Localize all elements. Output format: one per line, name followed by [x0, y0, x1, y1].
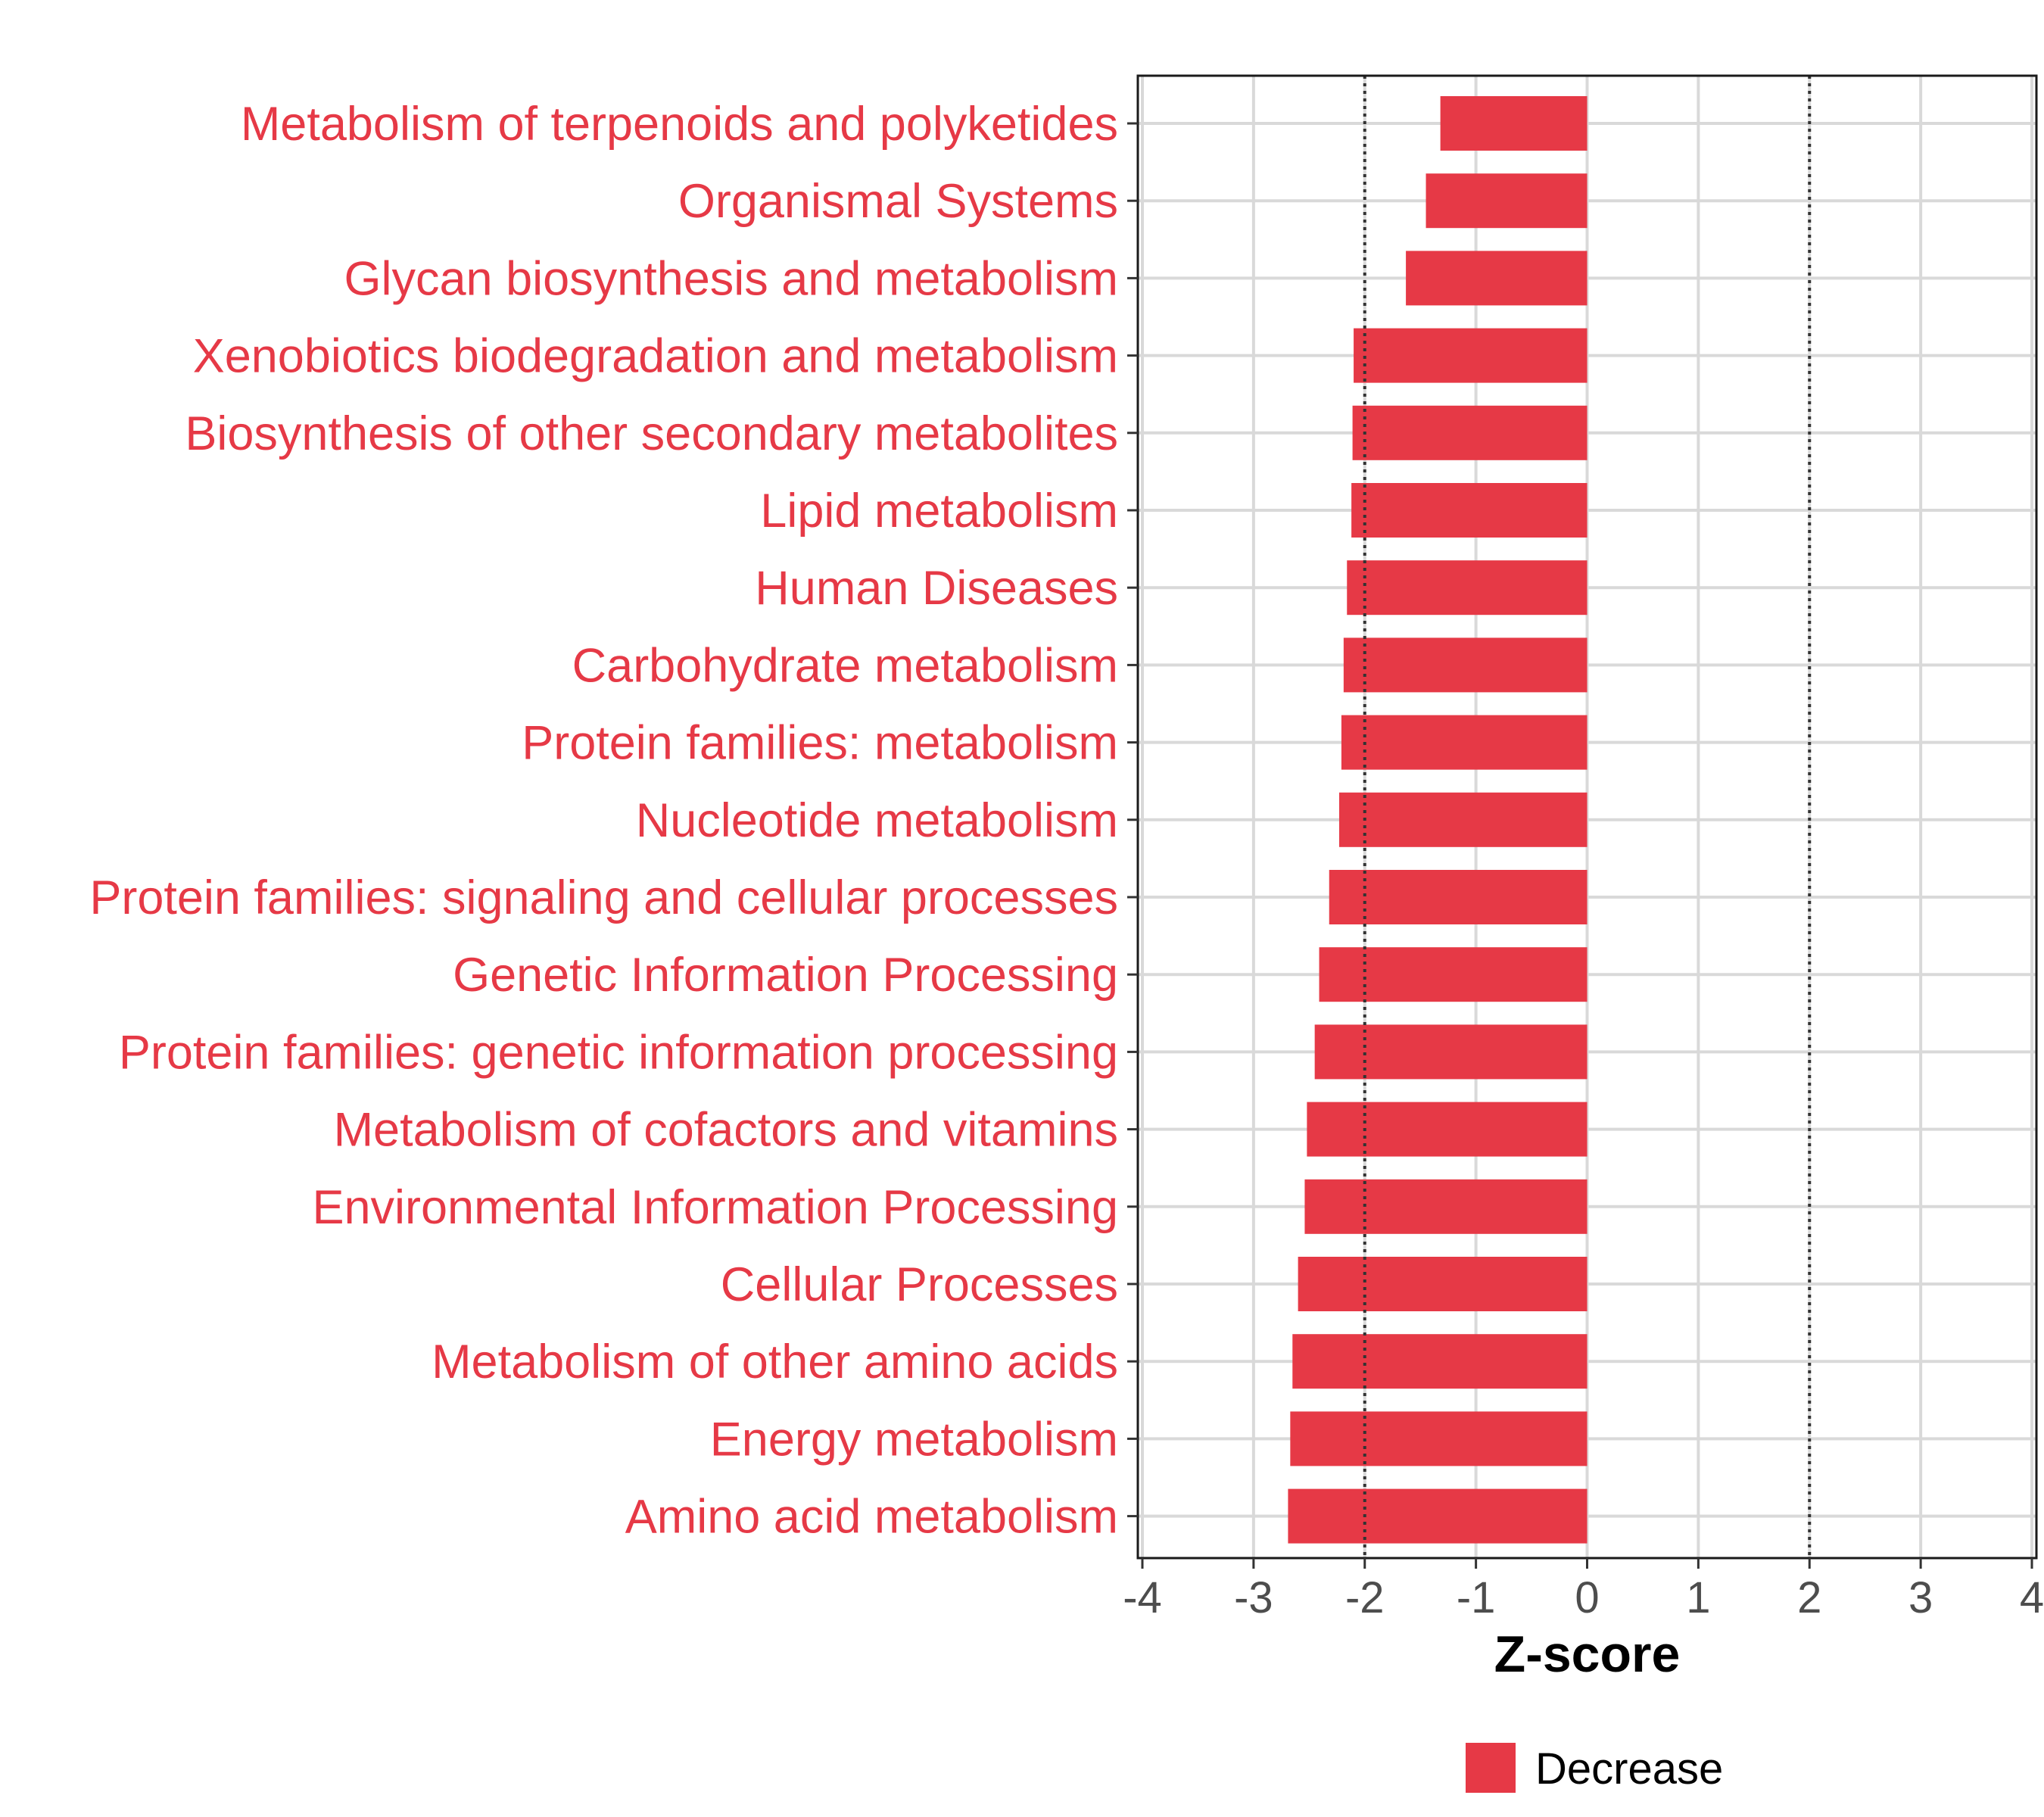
bar [1352, 405, 1588, 460]
bar [1440, 96, 1588, 151]
x-tick-label: 1 [1686, 1573, 1710, 1622]
x-tick-label: -1 [1457, 1573, 1496, 1622]
category-label: Protein families: genetic information pr… [119, 1026, 1118, 1079]
legend-label-decrease: Decrease [1535, 1744, 1723, 1794]
category-label: Carbohydrate metabolism [572, 639, 1118, 692]
y-axis-ticks: Metabolism of terpenoids and polyketides… [89, 98, 1138, 1544]
category-label: Metabolism of cofactors and vitamins [334, 1104, 1118, 1157]
category-label: Genetic Information Processing [453, 949, 1118, 1002]
category-label: Metabolism of other amino acids [432, 1335, 1118, 1388]
bar [1290, 1411, 1588, 1466]
category-label: Protein families: signaling and cellular… [89, 871, 1118, 924]
legend-key-decrease [1466, 1743, 1516, 1793]
x-tick-label: 2 [1797, 1573, 1821, 1622]
threshold-lines [1363, 76, 1812, 1558]
category-label: Xenobiotics biodegradation and metabolis… [193, 330, 1118, 383]
category-label: Lipid metabolism [760, 485, 1118, 538]
x-tick-label: -2 [1345, 1573, 1385, 1622]
bar [1319, 947, 1588, 1002]
category-label: Environmental Information Processing [312, 1181, 1118, 1234]
category-label: Cellular Processes [721, 1258, 1118, 1311]
category-label: Glycan biosynthesis and metabolism [344, 252, 1119, 305]
category-label: Organismal Systems [678, 175, 1118, 228]
bar [1292, 1334, 1588, 1389]
x-tick-label: -3 [1234, 1573, 1273, 1622]
x-axis-title: Z-score [1494, 1625, 1681, 1683]
bar [1314, 1024, 1588, 1080]
x-tick-label: 0 [1575, 1573, 1599, 1622]
bar [1329, 870, 1588, 924]
bar [1351, 483, 1588, 538]
bar [1288, 1488, 1588, 1544]
category-label: Nucleotide metabolism [636, 794, 1118, 847]
bar [1354, 328, 1588, 383]
category-label: Biosynthesis of other secondary metaboli… [185, 407, 1118, 460]
x-tick-label: -4 [1123, 1573, 1162, 1622]
category-label: Amino acid metabolism [625, 1491, 1118, 1544]
category-label: Protein families: metabolism [522, 717, 1118, 770]
bar [1341, 715, 1588, 770]
bar [1347, 560, 1588, 616]
category-label: Metabolism of terpenoids and polyketides [241, 98, 1118, 151]
bar [1338, 792, 1588, 847]
bars [1288, 96, 1588, 1544]
bar [1406, 251, 1588, 306]
bar [1304, 1179, 1588, 1234]
bar [1343, 637, 1588, 693]
x-axis-ticks: -4 -3 -2 -1 0 1 2 3 4 [1123, 1558, 2044, 1622]
category-label: Human Diseases [755, 562, 1118, 615]
x-tick-label: 3 [1908, 1573, 1933, 1622]
bar [1307, 1102, 1588, 1157]
x-tick-label: 4 [2020, 1573, 2044, 1622]
bar [1426, 173, 1588, 229]
bar [1298, 1257, 1588, 1311]
legend: Decrease [1466, 1743, 1723, 1794]
category-label: Energy metabolism [710, 1413, 1118, 1466]
